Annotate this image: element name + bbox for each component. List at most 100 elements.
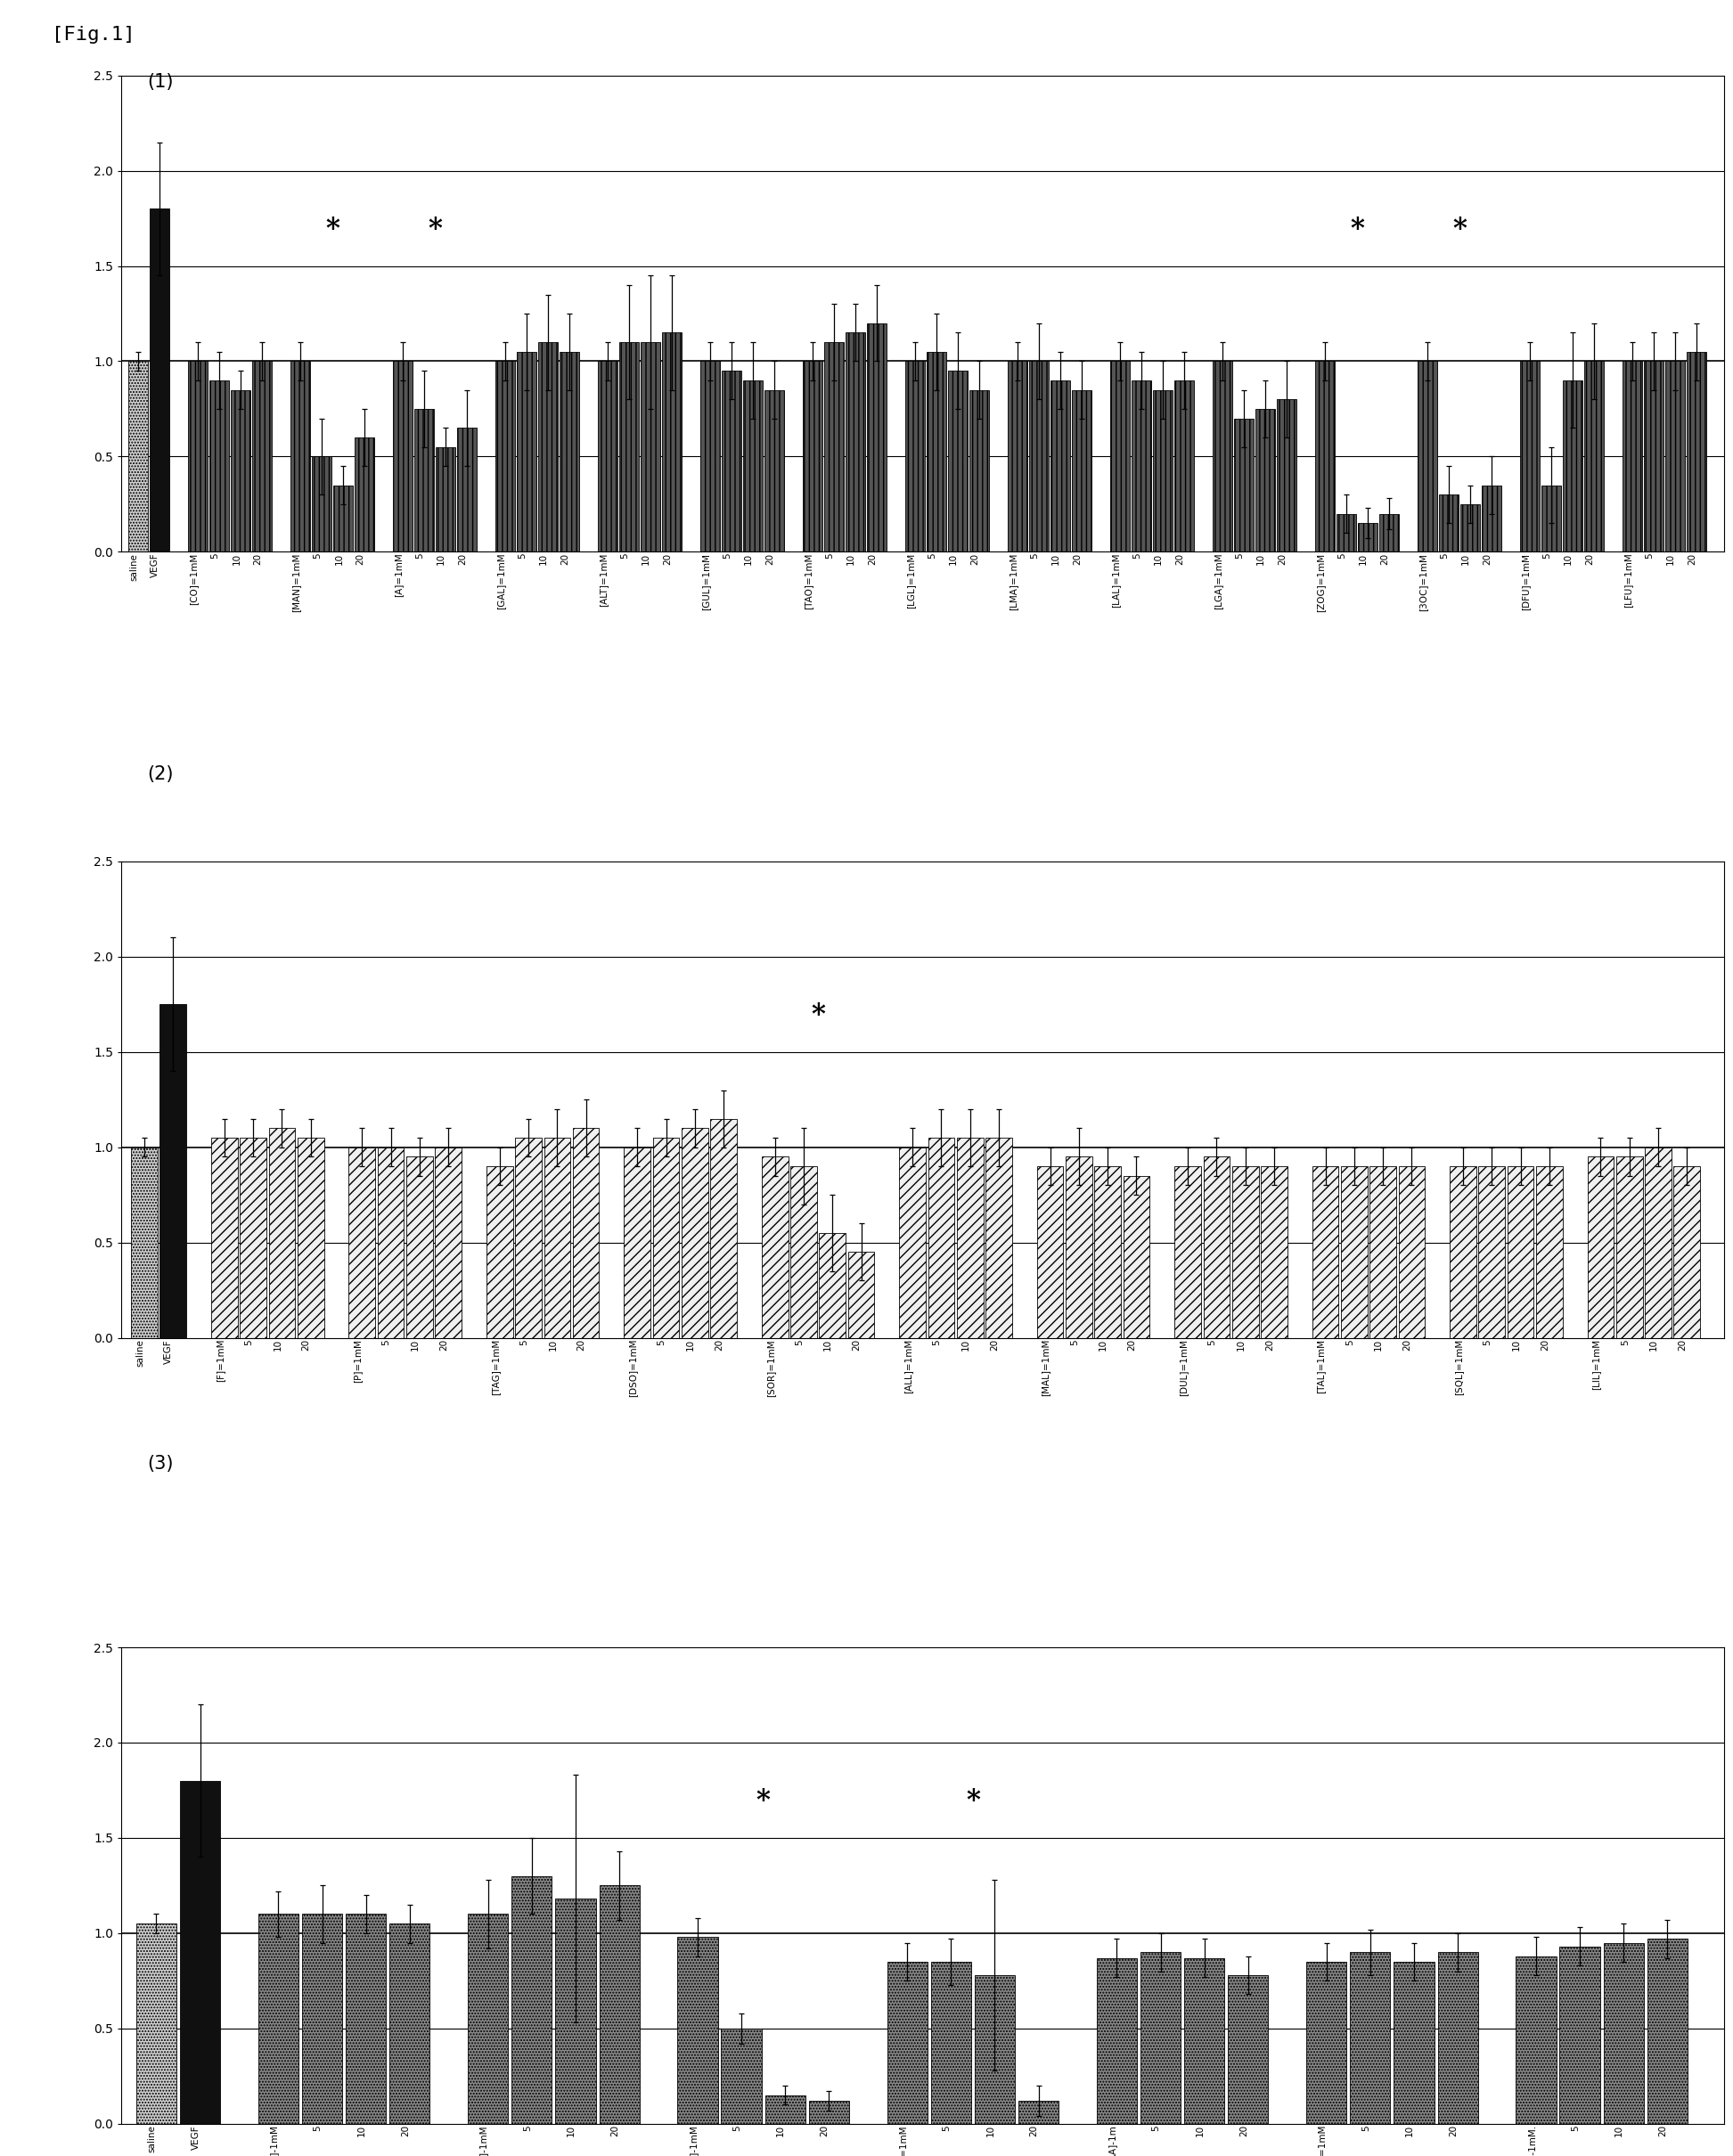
Bar xyxy=(1461,505,1480,552)
Bar xyxy=(1152,390,1173,552)
Bar xyxy=(555,1899,596,2124)
Bar xyxy=(969,390,990,552)
Bar xyxy=(1438,494,1459,552)
Text: *: * xyxy=(428,216,442,244)
Bar xyxy=(790,1166,816,1337)
Bar xyxy=(511,1876,551,2124)
Bar xyxy=(619,343,639,552)
Bar xyxy=(210,379,229,552)
Bar xyxy=(598,362,617,552)
Bar xyxy=(641,343,660,552)
Bar xyxy=(230,390,251,552)
Bar xyxy=(929,1138,955,1337)
Bar xyxy=(390,1923,430,2124)
Bar xyxy=(809,2100,849,2124)
Bar xyxy=(1050,379,1071,552)
Bar xyxy=(406,1158,433,1337)
Bar xyxy=(887,1962,927,2124)
Text: (1): (1) xyxy=(147,73,173,91)
Text: *: * xyxy=(811,1000,825,1028)
Bar xyxy=(487,1166,513,1337)
Bar xyxy=(496,362,515,552)
Bar xyxy=(764,390,785,552)
Bar xyxy=(1482,485,1501,552)
Bar xyxy=(572,1128,600,1337)
Bar xyxy=(825,343,844,552)
Bar xyxy=(458,427,477,552)
Text: [Fig.1]: [Fig.1] xyxy=(52,26,135,43)
Text: *: * xyxy=(326,216,340,244)
Bar xyxy=(298,1138,324,1337)
Bar xyxy=(1584,362,1605,552)
Bar xyxy=(1312,1166,1338,1337)
Bar xyxy=(1645,362,1664,552)
Bar xyxy=(846,332,865,552)
Bar xyxy=(1541,485,1561,552)
Bar xyxy=(974,1975,1016,2124)
Bar xyxy=(137,1923,177,2124)
Bar xyxy=(1622,362,1643,552)
Bar xyxy=(378,1147,404,1337)
Bar xyxy=(1203,1158,1230,1337)
Bar xyxy=(269,1128,295,1337)
Bar xyxy=(1213,362,1232,552)
Bar xyxy=(515,1138,542,1337)
Bar xyxy=(544,1138,570,1337)
Bar xyxy=(653,1138,679,1337)
Bar xyxy=(159,1005,187,1337)
Bar xyxy=(253,362,272,552)
Bar xyxy=(1648,1938,1688,2124)
Bar xyxy=(1234,418,1253,552)
Bar xyxy=(1262,1166,1288,1337)
Bar xyxy=(1350,1951,1390,2124)
Bar xyxy=(132,1147,158,1337)
Bar xyxy=(560,351,579,552)
Bar xyxy=(1123,1175,1149,1337)
Bar xyxy=(1560,1947,1600,2124)
Bar xyxy=(899,1147,925,1337)
Bar xyxy=(624,1147,650,1337)
Bar xyxy=(1665,362,1684,552)
Bar xyxy=(1451,1166,1477,1337)
Bar xyxy=(847,1253,875,1337)
Bar xyxy=(1674,1166,1700,1337)
Bar xyxy=(180,1781,220,2124)
Bar xyxy=(721,2029,761,2124)
Bar xyxy=(931,1962,970,2124)
Bar xyxy=(1132,379,1151,552)
Bar xyxy=(866,323,887,552)
Bar xyxy=(1277,399,1296,552)
Bar xyxy=(802,362,823,552)
Bar xyxy=(128,362,149,552)
Bar xyxy=(348,1147,376,1337)
Bar xyxy=(743,379,763,552)
Bar xyxy=(1009,362,1028,552)
Bar xyxy=(1255,410,1275,552)
Text: *: * xyxy=(1452,216,1466,244)
Bar xyxy=(437,446,456,552)
Bar xyxy=(435,1147,461,1337)
Bar xyxy=(1369,1166,1397,1337)
Bar xyxy=(681,1128,709,1337)
Bar xyxy=(468,1915,508,2124)
Bar xyxy=(516,351,537,552)
Bar xyxy=(393,362,412,552)
Bar xyxy=(763,1158,789,1337)
Bar xyxy=(1036,1166,1064,1337)
Bar xyxy=(189,362,208,552)
Bar xyxy=(1095,1166,1121,1337)
Bar xyxy=(1617,1158,1643,1337)
Bar xyxy=(291,362,310,552)
Bar xyxy=(1516,1955,1556,2124)
Bar xyxy=(1029,362,1048,552)
Bar xyxy=(820,1233,846,1337)
Bar xyxy=(948,371,967,552)
Bar xyxy=(1175,379,1194,552)
Text: *: * xyxy=(756,1787,771,1815)
Bar xyxy=(1359,524,1378,552)
Bar xyxy=(957,1138,983,1337)
Bar xyxy=(1232,1166,1258,1337)
Bar xyxy=(905,362,925,552)
Bar xyxy=(151,209,170,552)
Bar xyxy=(414,410,435,552)
